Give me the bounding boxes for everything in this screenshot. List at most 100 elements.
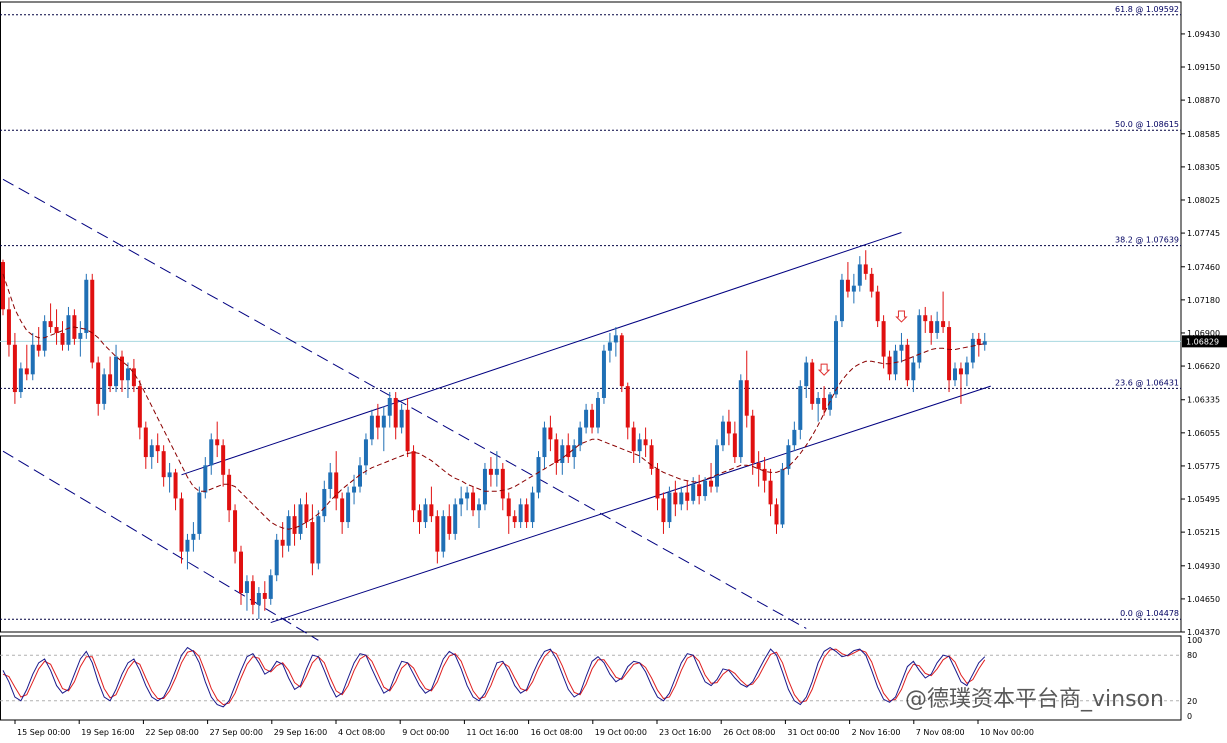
stochastic-main-line <box>2 646 986 708</box>
fib-level-label: 61.8 @ 1.09592 <box>1115 5 1179 14</box>
candle-body <box>381 415 386 428</box>
candle-body <box>447 516 452 534</box>
candle-body <box>125 368 130 381</box>
candle-body <box>60 332 65 345</box>
candle-body <box>18 368 23 393</box>
candle-body <box>30 344 35 375</box>
candle-body <box>465 492 470 499</box>
price-tick-label: 1.05775 <box>1187 462 1220 471</box>
stochastic-level-label: 20 <box>1187 697 1197 706</box>
price-tick-label: 1.07460 <box>1187 263 1220 272</box>
candle-body <box>750 415 755 463</box>
candlesticks <box>1 250 987 619</box>
candle-body <box>762 468 767 481</box>
candle-body <box>137 386 142 428</box>
candle-body <box>256 592 261 605</box>
candle-body <box>494 468 499 475</box>
fib-level-label: 50.0 @ 1.08615 <box>1115 120 1179 129</box>
candle-body <box>744 380 749 416</box>
candle-body <box>726 421 731 434</box>
price-tick-label: 1.05495 <box>1187 495 1220 504</box>
time-tick-label: 22 Sep 08:00 <box>145 728 198 737</box>
candle-body <box>191 533 196 540</box>
candle-body <box>90 279 95 363</box>
candle-body <box>619 335 624 387</box>
descending-channel-line <box>2 450 319 641</box>
candle-body <box>958 368 963 375</box>
candle-body <box>578 427 583 446</box>
candle-body <box>691 484 696 501</box>
price-pane-frame <box>0 1 1182 633</box>
price-tick-label: 1.08305 <box>1187 163 1220 172</box>
candle-body <box>179 498 184 552</box>
axes: 1.09430 1.09150 1.08870 1.08585 1.08305 1.080… <box>14 30 1227 737</box>
candle-body <box>786 445 791 469</box>
candle-body <box>792 429 797 446</box>
candle-body <box>441 516 446 552</box>
candle-body <box>863 264 868 274</box>
candle-body <box>197 492 202 534</box>
candle-body <box>66 315 71 345</box>
price-tick-label: 1.05215 <box>1187 528 1220 537</box>
fib-level-label: 23.6 @ 1.06431 <box>1115 378 1179 387</box>
candle-body <box>625 386 630 428</box>
candle-body <box>322 488 327 517</box>
ma-line <box>2 273 985 530</box>
time-tick-label: 10 Nov 00:00 <box>980 728 1034 737</box>
stochastic-signal-line <box>2 648 986 706</box>
price-tick-label: 1.07745 <box>1187 229 1220 238</box>
candle-body <box>637 439 642 452</box>
price-tick-label: 1.09430 <box>1187 30 1220 39</box>
candle-body <box>810 362 815 404</box>
candle-body <box>203 465 208 493</box>
candle-body <box>233 510 238 552</box>
candle-body <box>369 415 374 440</box>
price-tick-label: 1.08870 <box>1187 96 1220 105</box>
candle-body <box>857 264 862 286</box>
candle-body <box>518 504 523 523</box>
price-tick-label: 1.06620 <box>1187 362 1220 371</box>
candle-body <box>768 480 773 505</box>
candle-body <box>340 498 345 523</box>
candle-body <box>185 539 190 552</box>
candle-body <box>685 492 690 501</box>
price-tick-label: 1.06900 <box>1187 329 1220 338</box>
fibonacci-levels: 61.8 @ 1.09592 50.0 @ 1.08615 38.2 @ 1.076… <box>0 5 1181 620</box>
candle-body <box>84 279 89 333</box>
candle-body <box>607 342 612 351</box>
candle-body <box>78 332 83 339</box>
candle-body <box>244 581 249 593</box>
candle-body <box>1 262 5 310</box>
candle-body <box>423 504 428 523</box>
candle-body <box>250 581 255 605</box>
candle-body <box>131 368 136 387</box>
price-tick-label: 1.04930 <box>1187 562 1220 571</box>
candle-body <box>411 451 416 511</box>
candle-body <box>834 321 838 395</box>
candle-body <box>488 468 493 475</box>
peak-arrow-marker <box>895 310 908 323</box>
candle-body <box>732 433 737 458</box>
candle-body <box>917 315 922 363</box>
candle-body <box>143 427 148 458</box>
candle-body <box>845 279 850 292</box>
candle-body <box>6 309 11 345</box>
candle-body <box>346 492 351 523</box>
time-tick-label: 19 Sep 16:00 <box>81 728 134 737</box>
candle-body <box>982 341 987 345</box>
candle-body <box>48 321 53 328</box>
candle-body <box>661 498 666 523</box>
candle-body <box>590 409 595 428</box>
stochastic-level-label: 0 <box>1187 712 1192 721</box>
candle-body <box>542 427 547 458</box>
candle-body <box>536 457 541 493</box>
candle-body <box>459 498 464 505</box>
candle-body <box>363 439 368 466</box>
price-tick-label: 1.08025 <box>1187 196 1220 205</box>
moving-average <box>2 273 985 530</box>
candle-body <box>173 472 178 499</box>
time-tick-label: 29 Sep 16:00 <box>274 728 327 737</box>
candle-body <box>477 504 481 511</box>
candle-body <box>120 356 124 381</box>
